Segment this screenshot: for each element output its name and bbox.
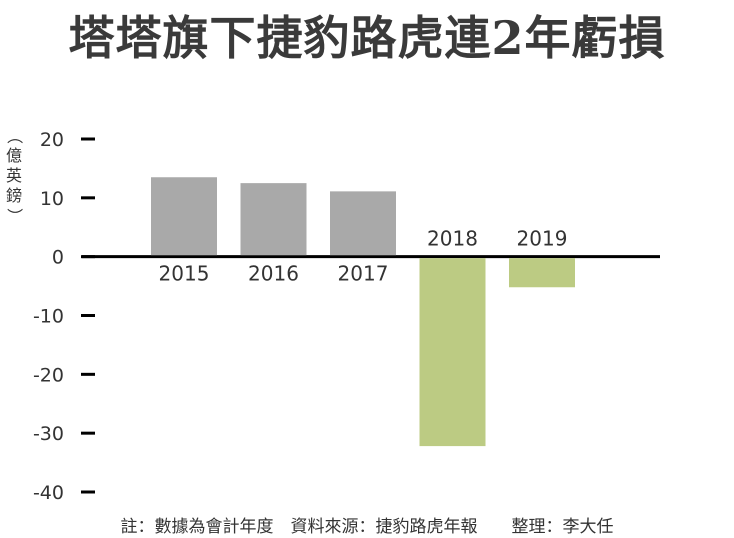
unit-char: 鎊	[5, 186, 22, 205]
unit-char: 億	[5, 146, 22, 165]
y-tick-label: 20	[40, 129, 64, 151]
category-label-2016: 2016	[248, 262, 299, 286]
y-tick-label: -10	[33, 306, 64, 328]
y-tick-label: 0	[52, 247, 64, 269]
category-label-2017: 2017	[338, 262, 389, 286]
y-tick-label: 10	[40, 188, 64, 210]
category-label-2018: 2018	[427, 227, 478, 251]
y-tick-label: -30	[33, 423, 64, 445]
y-axis-unit-label: （ 億英鎊 ）	[4, 126, 24, 226]
bar-2017	[330, 191, 396, 256]
bar-2015	[151, 177, 217, 256]
bar-2018	[419, 258, 486, 447]
bar-chart: 20 10 0 -10 -20 -30 -40 2015 2016 2017 2018 2019	[33, 129, 660, 504]
bar-2019	[509, 258, 575, 288]
footnote: 註：數據為會計年度 資料來源：捷豹路虎年報 整理：李大任	[120, 517, 614, 537]
chart-title: 塔塔旗下捷豹路虎連2年虧損	[68, 11, 666, 65]
y-tick-label: -40	[33, 482, 64, 504]
category-label-2015: 2015	[159, 262, 210, 286]
category-label-2019: 2019	[517, 227, 568, 251]
unit-char: 英	[5, 166, 22, 185]
y-tick-label: -20	[33, 364, 64, 386]
unit-text: 億英鎊	[4, 146, 24, 206]
bar-2016	[240, 183, 307, 256]
